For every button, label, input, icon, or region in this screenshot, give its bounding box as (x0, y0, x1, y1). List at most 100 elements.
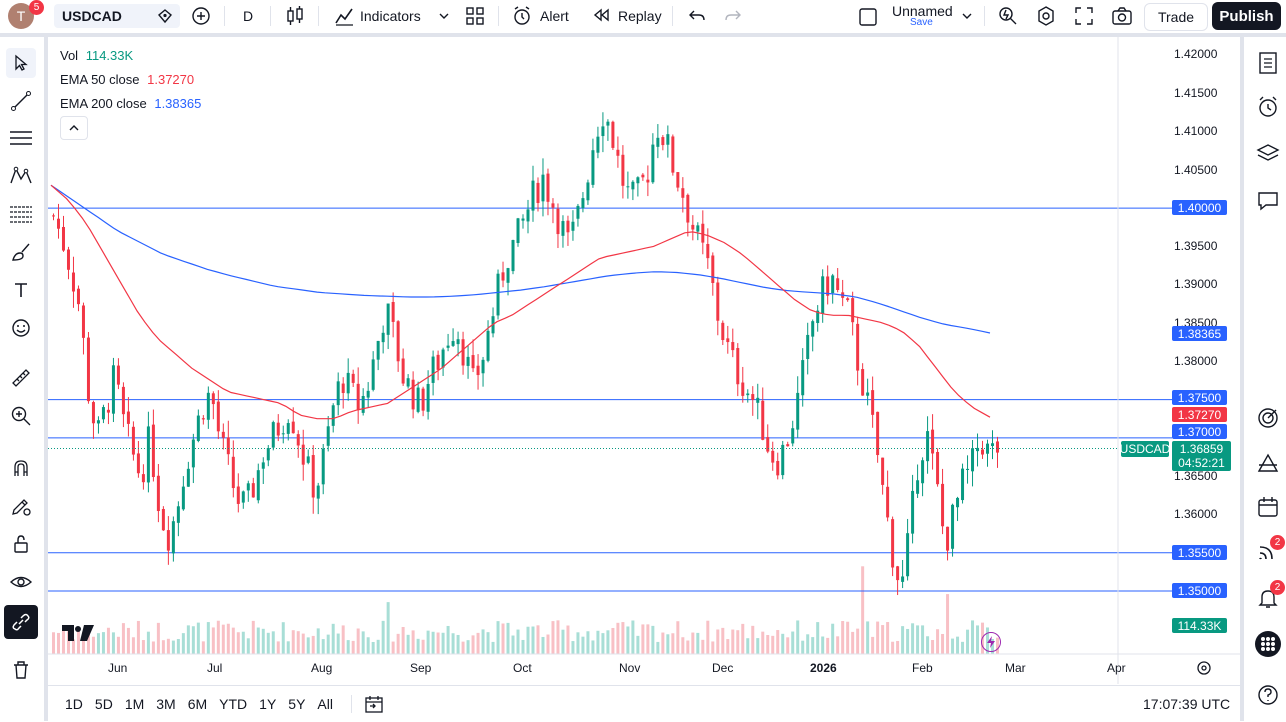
emoji-icon[interactable] (6, 313, 36, 343)
publish-button[interactable]: Publish (1212, 2, 1281, 30)
alert-icon[interactable] (511, 5, 533, 30)
axis-settings-icon[interactable] (1196, 660, 1212, 681)
notifications-icon[interactable] (1252, 582, 1284, 614)
candle (476, 354, 480, 390)
link-icon[interactable] (4, 605, 38, 639)
text-tool-icon[interactable] (6, 275, 36, 305)
calendar-icon[interactable] (1252, 491, 1284, 523)
ruler-icon[interactable] (6, 363, 36, 393)
indicators-icon[interactable] (333, 5, 355, 30)
candle (531, 165, 535, 222)
candle (671, 134, 675, 176)
date-range-icon[interactable] (364, 694, 384, 714)
target-icon[interactable] (1252, 402, 1284, 434)
quick-search-icon[interactable] (997, 5, 1019, 30)
utc-clock[interactable]: 17:07:39 UTC (1143, 696, 1231, 712)
templates-icon[interactable] (465, 6, 485, 29)
candle (646, 165, 650, 197)
alert-button[interactable]: Alert (540, 8, 569, 24)
layout-square-icon[interactable] (858, 7, 878, 30)
candle (846, 297, 850, 302)
signals-icon[interactable] (1252, 535, 1284, 567)
ema200-tag: 1.38365 (1172, 326, 1227, 341)
volume-bar (256, 627, 260, 654)
magnet-icon[interactable] (6, 453, 36, 483)
collapse-legend-button[interactable] (60, 116, 88, 140)
range-5y[interactable]: 5Y (288, 696, 306, 712)
range-5d[interactable]: 5D (94, 696, 113, 712)
candle (911, 474, 915, 544)
settings-icon[interactable] (1035, 5, 1057, 30)
volume-bar (696, 632, 700, 654)
range-ytd[interactable]: YTD (219, 696, 248, 712)
volume-bar (131, 637, 135, 654)
help-icon[interactable] (1252, 679, 1284, 711)
volume-bar (206, 622, 210, 654)
range-3m[interactable]: 3M (156, 696, 176, 712)
range-all[interactable]: All (317, 696, 333, 712)
layout-chevron-icon[interactable] (961, 9, 973, 25)
trading-panel-icon[interactable] (1252, 447, 1284, 479)
trade-button[interactable]: Trade (1144, 3, 1208, 31)
volume-bar (546, 634, 550, 654)
add-symbol-icon[interactable] (191, 6, 211, 29)
volume-bar (111, 632, 115, 654)
undo-icon[interactable] (688, 7, 706, 28)
chart-canvas[interactable] (48, 37, 1240, 684)
layout-save-label[interactable]: Save (910, 17, 933, 28)
fib-tools-icon[interactable] (6, 199, 36, 229)
alarm-clock-icon[interactable] (1252, 91, 1284, 123)
candle (666, 125, 670, 158)
range-1d[interactable]: 1D (65, 696, 83, 712)
volume-bar (716, 629, 720, 654)
trash-icon[interactable] (6, 655, 36, 685)
watch-icon[interactable] (156, 7, 174, 28)
interval-button[interactable]: D (243, 8, 254, 24)
stay-drawing-icon[interactable] (6, 491, 36, 521)
layers-icon[interactable] (1252, 137, 1284, 169)
replay-icon[interactable] (592, 8, 610, 25)
patterns-icon[interactable] (6, 161, 36, 191)
trend-line-icon[interactable] (6, 86, 36, 116)
replay-button[interactable]: Replay (618, 8, 662, 24)
volume-bar (781, 633, 785, 654)
volume-bar (211, 627, 215, 654)
candles-icon[interactable] (285, 5, 305, 30)
apps-icon[interactable] (1252, 628, 1284, 660)
brush-icon[interactable] (6, 237, 36, 267)
snapshot-icon[interactable] (1111, 6, 1133, 29)
symbol-search[interactable]: USDCAD (54, 4, 180, 28)
legend-ema200[interactable]: EMA 200 close 1.38365 (60, 96, 201, 111)
fullscreen-icon[interactable] (1074, 6, 1094, 29)
eye-icon[interactable] (6, 567, 36, 597)
chat-icon[interactable] (1252, 185, 1284, 217)
ema200-line (50, 184, 991, 334)
range-1m[interactable]: 1M (124, 696, 145, 712)
candle (736, 343, 740, 397)
zoom-in-icon[interactable] (6, 401, 36, 431)
tradingview-logo[interactable] (62, 625, 94, 646)
candle (586, 179, 590, 205)
candle (86, 332, 90, 404)
chart-area[interactable]: Vol 114.33K EMA 50 close 1.37270 EMA 200… (48, 37, 1240, 684)
candle (161, 506, 165, 531)
candle (456, 331, 460, 357)
lock-icon[interactable] (6, 529, 36, 559)
layout-name[interactable]: Unnamed (892, 3, 953, 19)
volume-bar (176, 638, 180, 654)
watchlist-icon[interactable] (1252, 47, 1284, 79)
range-1y[interactable]: 1Y (259, 696, 277, 712)
candle (371, 351, 375, 392)
cursor-icon[interactable] (6, 48, 36, 78)
redo-icon[interactable] (724, 7, 742, 28)
volume-bar (511, 635, 515, 654)
candle (931, 414, 935, 470)
horizontal-lines-icon[interactable] (6, 123, 36, 153)
right-sidebar: 2 2 (1240, 37, 1286, 721)
legend-ema50[interactable]: EMA 50 close 1.37270 (60, 72, 194, 87)
indicators-button[interactable]: Indicators (360, 8, 421, 24)
lightning-icon[interactable] (981, 632, 1001, 652)
range-6m[interactable]: 6M (187, 696, 208, 712)
indicators-chevron-icon[interactable] (438, 9, 450, 25)
candle (921, 457, 925, 497)
